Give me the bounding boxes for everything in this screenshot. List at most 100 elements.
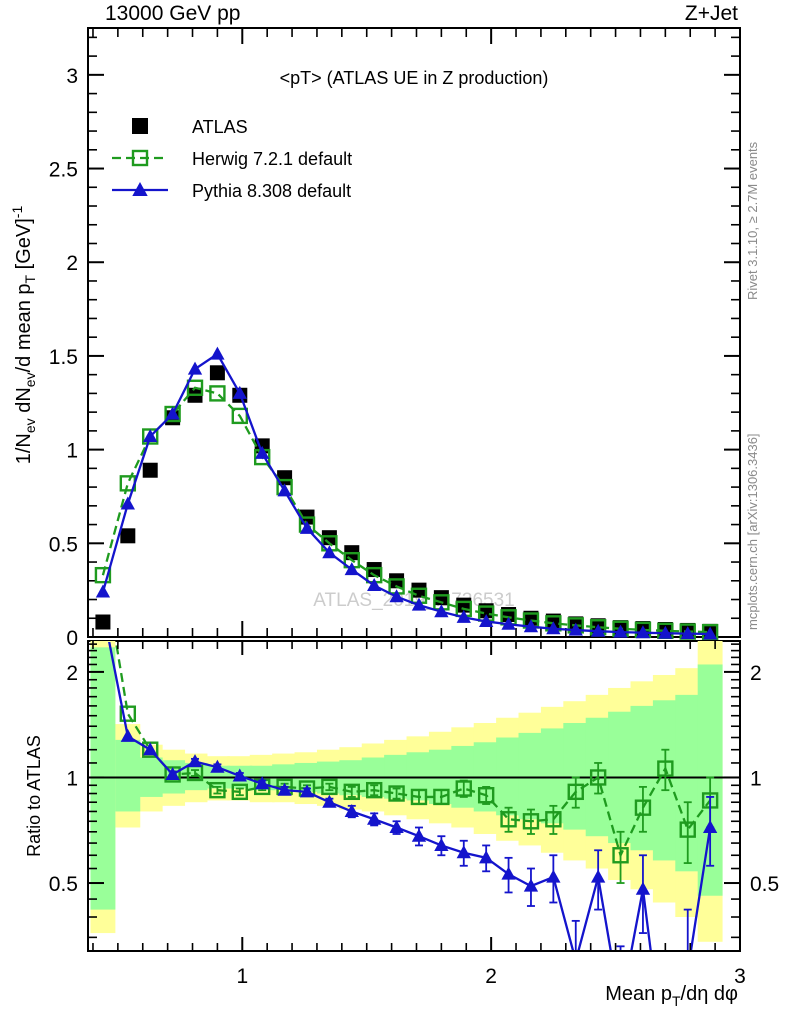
data-marker-square-open [567, 783, 584, 801]
band-inner-uncertainty [90, 647, 723, 910]
ratio-y-tick-label: 2 [66, 662, 78, 685]
ratio-y-tick-label: 1 [750, 767, 762, 790]
data-marker-triangle [479, 850, 494, 864]
data-marker-square-open [343, 783, 360, 801]
band-bin [496, 737, 522, 816]
data-marker-triangle [411, 828, 427, 842]
data-marker-triangle [613, 624, 628, 638]
data-marker-square-open [522, 813, 540, 830]
data-marker-triangle [95, 584, 111, 598]
data-marker-triangle [344, 562, 359, 576]
xlabel-sub: T [672, 993, 681, 1009]
data-marker-square [411, 582, 427, 598]
data-marker-square-open [119, 705, 137, 722]
data-marker-square-open [186, 379, 204, 396]
data-marker-triangle [501, 616, 516, 630]
data-marker-triangle [210, 759, 225, 773]
xlabel-part-a: Mean p [605, 983, 672, 1005]
data-marker-triangle [635, 881, 651, 895]
data-marker-triangle [367, 577, 382, 591]
data-marker-triangle [434, 604, 449, 618]
data-marker-triangle [479, 613, 494, 627]
main-y-tick-label: 1.5 [49, 346, 78, 369]
data-marker-triangle [232, 385, 247, 399]
data-marker-triangle [635, 625, 651, 639]
band-bin [115, 739, 141, 812]
legend-item-atlas[interactable]: ATLAS [132, 117, 248, 137]
xlabel-part-b: /dη dφ [681, 983, 738, 1005]
main-panel-title: <pT> (ATLAS UE in Z production) [280, 68, 549, 88]
ratio-y-tick-label: 2 [750, 662, 762, 685]
legend-item-herwig[interactable]: Herwig 7.2.1 default [112, 149, 352, 169]
data-marker-triangle [132, 181, 148, 196]
data-marker-triangle [411, 597, 427, 611]
series-line [101, 352, 711, 636]
ylabel-sup: -1 [9, 206, 25, 219]
data-marker-square [142, 462, 158, 478]
ratio-series-herwig [114, 642, 719, 884]
ylabel-part-c: /d mean p [13, 283, 35, 372]
legend: ATLAS Herwig 7.2.1 default Pythia 8.308 de… [112, 117, 352, 201]
data-marker-square [120, 528, 136, 544]
data-marker-square-open [388, 785, 405, 802]
data-marker-triangle [255, 776, 270, 790]
svg-text:1/Nev dNev/d mean pT [GeV]-1: 1/Nev dNev/d mean pT [GeV]-1 [9, 206, 38, 465]
band-bin [563, 722, 589, 830]
mcplots-source-label: mcplots.cern.ch [arXiv:1306.3436] [745, 433, 760, 630]
data-marker-square-open [94, 566, 112, 584]
data-marker-triangle [277, 483, 292, 497]
data-marker-triangle [702, 626, 718, 640]
data-marker-square-open [612, 847, 629, 864]
data-marker-square-open [545, 811, 562, 828]
main-panel-tick-labels: 0 0.5 1 1.5 2 2.5 3 [49, 65, 78, 650]
data-marker-triangle [277, 782, 292, 796]
ylabel-sub-1: ev [22, 418, 38, 433]
data-marker-triangle [434, 837, 449, 851]
legend-item-pythia[interactable]: Pythia 8.308 default [112, 181, 351, 201]
ylabel-part-a: 1/N [13, 433, 35, 464]
data-marker-triangle [389, 820, 404, 834]
data-marker-triangle [165, 406, 180, 420]
ylabel-part-d: [GeV] [13, 218, 35, 275]
ylabel-sub-3: T [22, 274, 38, 283]
data-marker-square [132, 118, 148, 134]
legend-label: Herwig 7.2.1 default [192, 149, 352, 169]
data-marker-triangle [389, 589, 404, 603]
data-marker-triangle [546, 869, 561, 883]
x-tick-label: 3 [734, 965, 746, 988]
data-marker-triangle [143, 429, 158, 443]
data-marker-triangle [680, 626, 695, 640]
data-marker-square-open [131, 149, 149, 167]
data-marker-triangle [367, 811, 382, 825]
data-marker-triangle [344, 803, 359, 817]
data-marker-square-open [455, 780, 472, 797]
data-marker-triangle [299, 520, 315, 534]
ratio-panel: 0.5 0.5 1 1 2 2 Ratio to ATLAS [24, 640, 779, 966]
data-marker-triangle [322, 545, 337, 559]
data-marker-triangle [165, 766, 180, 780]
data-marker-square [389, 573, 405, 589]
data-marker-triangle [456, 845, 471, 859]
x-axis-tick-labels: 1 2 3 [236, 965, 745, 988]
main-panel: <pT> (ATLAS UE in Z production) ATLAS_20… [9, 27, 741, 650]
ylabel-sub-2: ev [22, 372, 38, 387]
data-marker-triangle [456, 609, 471, 623]
data-marker-triangle [546, 621, 561, 635]
ratio-series-line [114, 642, 712, 859]
data-marker-triangle [591, 869, 606, 883]
main-y-tick-label: 0.5 [49, 533, 78, 556]
legend-label: ATLAS [192, 117, 248, 137]
series-line [101, 386, 711, 634]
data-marker-triangle [523, 878, 539, 892]
ratio-y-tick-label: 0.5 [49, 873, 78, 896]
ratio-y-axis-label: Ratio to ATLAS [24, 735, 44, 857]
main-y-tick-label: 2.5 [49, 159, 78, 182]
series-pythia [95, 346, 718, 640]
data-marker-triangle [501, 866, 516, 880]
data-marker-square-open [365, 781, 383, 799]
x-tick-label: 2 [485, 965, 497, 988]
data-marker-triangle [569, 953, 583, 966]
data-marker-square-open [477, 787, 495, 804]
data-marker-square-open [410, 788, 428, 806]
